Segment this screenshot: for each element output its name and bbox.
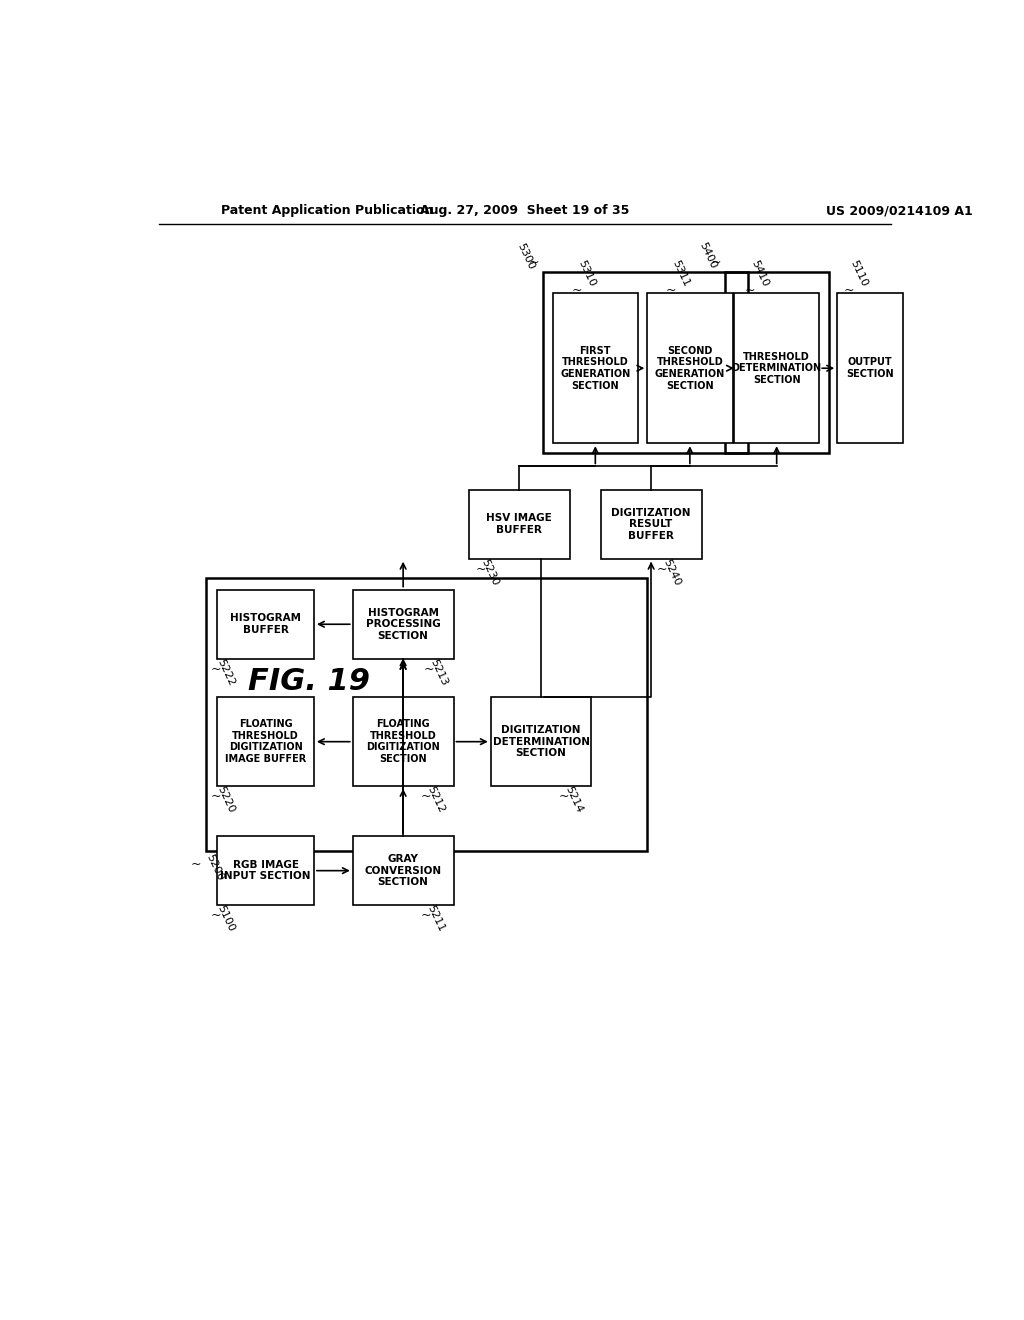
Text: US 2009/0214109 A1: US 2009/0214109 A1 xyxy=(825,205,972,218)
Bar xyxy=(217,590,314,659)
Text: 5214: 5214 xyxy=(563,784,585,814)
Text: 5230: 5230 xyxy=(480,557,501,587)
Bar xyxy=(647,293,732,444)
Text: ~: ~ xyxy=(844,284,855,297)
Text: ~: ~ xyxy=(211,789,221,803)
Text: ~: ~ xyxy=(211,909,221,923)
Text: HISTOGRAM
BUFFER: HISTOGRAM BUFFER xyxy=(230,614,301,635)
Text: 5300: 5300 xyxy=(515,242,537,271)
Bar xyxy=(217,697,314,785)
Text: 5220: 5220 xyxy=(216,784,237,814)
Bar xyxy=(490,697,592,785)
Text: HSV IMAGE
BUFFER: HSV IMAGE BUFFER xyxy=(486,513,552,535)
Text: ~: ~ xyxy=(666,284,676,297)
Text: 5213: 5213 xyxy=(429,657,450,688)
Text: DIGITIZATION
DETERMINATION
SECTION: DIGITIZATION DETERMINATION SECTION xyxy=(493,725,590,758)
Text: Patent Application Publication: Patent Application Publication xyxy=(221,205,433,218)
Text: GRAY
CONVERSION
SECTION: GRAY CONVERSION SECTION xyxy=(365,854,441,887)
Text: ~: ~ xyxy=(191,858,202,871)
Bar xyxy=(725,272,829,453)
Bar xyxy=(601,490,701,558)
Text: ~: ~ xyxy=(421,789,431,803)
Text: 5110: 5110 xyxy=(849,259,869,288)
Text: ~: ~ xyxy=(559,789,569,803)
Text: FIG. 19: FIG. 19 xyxy=(248,668,370,697)
Text: FLOATING
THRESHOLD
DIGITIZATION
SECTION: FLOATING THRESHOLD DIGITIZATION SECTION xyxy=(367,719,440,764)
Bar xyxy=(543,272,748,453)
Text: 5211: 5211 xyxy=(426,904,446,933)
Text: ~: ~ xyxy=(424,663,434,676)
Text: 5212: 5212 xyxy=(426,784,446,814)
Text: DIGITIZATION
RESULT
BUFFER: DIGITIZATION RESULT BUFFER xyxy=(611,508,691,541)
Bar xyxy=(352,836,454,906)
Text: FLOATING
THRESHOLD
DIGITIZATION
IMAGE BUFFER: FLOATING THRESHOLD DIGITIZATION IMAGE BU… xyxy=(225,719,306,764)
Text: RGB IMAGE
INPUT SECTION: RGB IMAGE INPUT SECTION xyxy=(220,859,311,882)
Text: 5100: 5100 xyxy=(216,904,237,933)
Text: 5200: 5200 xyxy=(204,853,225,883)
Text: ~: ~ xyxy=(421,909,431,923)
Text: 5410: 5410 xyxy=(750,259,770,288)
Text: ~: ~ xyxy=(711,256,721,268)
Text: ~: ~ xyxy=(571,284,582,297)
Text: 5240: 5240 xyxy=(662,557,682,587)
Text: 5222: 5222 xyxy=(216,657,237,688)
Bar xyxy=(838,293,903,444)
Bar xyxy=(553,293,638,444)
Bar xyxy=(206,578,647,851)
Text: ~: ~ xyxy=(656,562,667,576)
Bar xyxy=(352,590,454,659)
Text: 5310: 5310 xyxy=(575,259,597,288)
Text: ~: ~ xyxy=(744,284,756,297)
Bar xyxy=(217,836,314,906)
Text: 5400: 5400 xyxy=(697,242,719,271)
Text: FIRST
THRESHOLD
GENERATION
SECTION: FIRST THRESHOLD GENERATION SECTION xyxy=(560,346,631,391)
Text: ~: ~ xyxy=(211,663,221,676)
Text: THRESHOLD
DETERMINATION
SECTION: THRESHOLD DETERMINATION SECTION xyxy=(731,351,821,385)
Bar xyxy=(469,490,569,558)
Bar xyxy=(352,697,454,785)
Text: HISTOGRAM
PROCESSING
SECTION: HISTOGRAM PROCESSING SECTION xyxy=(366,607,440,640)
Text: ~: ~ xyxy=(475,562,485,576)
Bar xyxy=(734,293,819,444)
Text: 5311: 5311 xyxy=(671,259,691,288)
Text: SECOND
THRESHOLD
GENERATION
SECTION: SECOND THRESHOLD GENERATION SECTION xyxy=(654,346,725,391)
Text: Aug. 27, 2009  Sheet 19 of 35: Aug. 27, 2009 Sheet 19 of 35 xyxy=(420,205,630,218)
Text: OUTPUT
SECTION: OUTPUT SECTION xyxy=(846,358,894,379)
Text: ~: ~ xyxy=(528,256,539,268)
